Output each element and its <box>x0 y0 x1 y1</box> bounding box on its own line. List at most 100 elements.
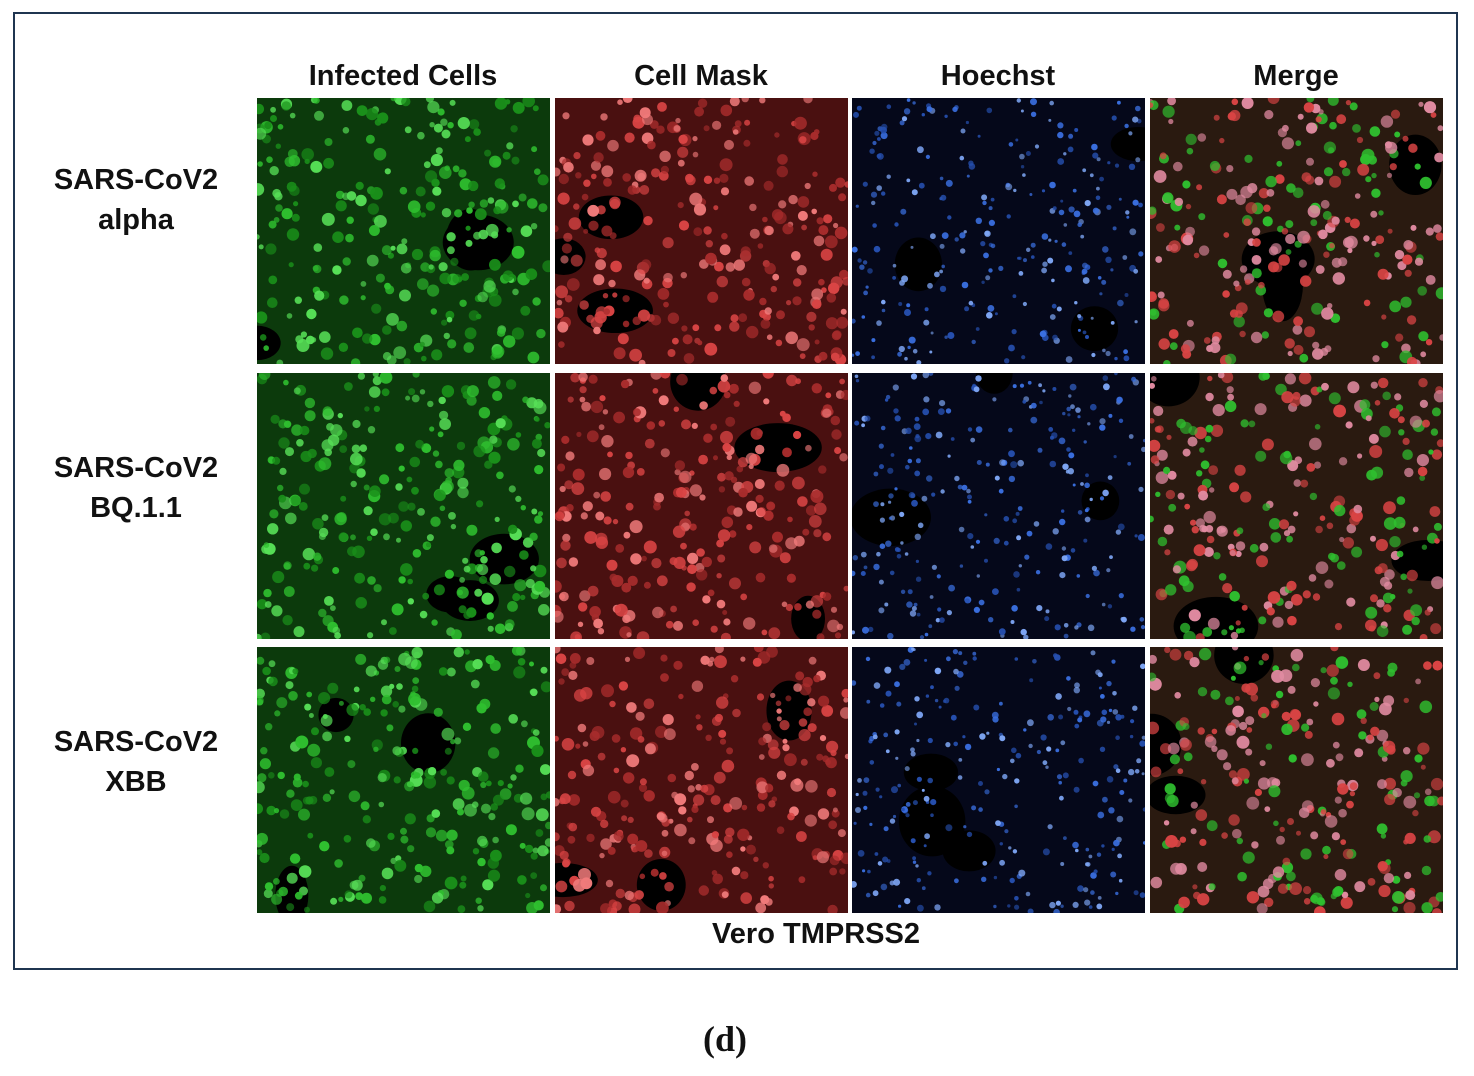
cell <box>1228 625 1234 631</box>
cell <box>1116 396 1123 404</box>
cell <box>1233 280 1240 287</box>
cell <box>444 876 458 890</box>
cell <box>1430 112 1437 118</box>
cell <box>1007 904 1011 908</box>
cell <box>487 747 500 759</box>
cell <box>673 125 681 132</box>
cell <box>711 831 719 839</box>
cell <box>1297 230 1310 244</box>
cell <box>904 309 911 316</box>
cell <box>445 840 454 849</box>
cell <box>494 178 505 189</box>
cell <box>634 890 644 900</box>
cell <box>353 686 360 693</box>
cell <box>1026 247 1031 252</box>
cell <box>1431 576 1444 590</box>
cell <box>798 718 808 727</box>
cell <box>957 484 963 490</box>
cell <box>1022 399 1027 404</box>
cell <box>1387 669 1395 677</box>
cell <box>657 102 667 112</box>
cell <box>819 735 827 742</box>
cell <box>505 379 517 390</box>
cell <box>646 421 656 430</box>
cell <box>559 591 569 602</box>
cell <box>406 476 413 483</box>
cell <box>894 729 900 735</box>
cell <box>459 881 467 889</box>
cell <box>687 564 697 575</box>
cell <box>822 592 832 601</box>
cell <box>1370 210 1378 218</box>
cell <box>461 273 469 281</box>
cell <box>662 714 674 726</box>
cell <box>343 835 352 843</box>
cell <box>808 515 822 528</box>
cell <box>556 557 567 569</box>
cell <box>939 617 945 623</box>
cell <box>1322 210 1332 220</box>
cell <box>395 483 403 491</box>
cell <box>1066 676 1071 681</box>
cell <box>1132 705 1138 711</box>
cell <box>419 610 428 619</box>
cell <box>1122 255 1128 260</box>
cell <box>1421 902 1433 914</box>
cell <box>1402 624 1413 635</box>
cell <box>520 225 533 237</box>
cell <box>903 108 911 115</box>
cell <box>1155 491 1161 497</box>
cell <box>555 880 568 893</box>
cell <box>744 176 754 186</box>
cell <box>924 658 928 662</box>
cell <box>1221 629 1228 636</box>
cell <box>263 588 272 598</box>
cell <box>255 311 268 324</box>
cell <box>884 398 889 402</box>
cell <box>1016 535 1022 541</box>
cell <box>1294 456 1303 464</box>
cell <box>714 655 727 669</box>
cell <box>458 169 467 178</box>
cell <box>954 878 959 884</box>
cell <box>680 542 687 550</box>
cell <box>733 259 745 271</box>
cell <box>1099 292 1103 296</box>
cell <box>334 859 343 868</box>
cell <box>1193 252 1200 259</box>
cell <box>988 617 994 623</box>
cell <box>802 676 813 688</box>
cell <box>1315 525 1323 534</box>
cell <box>489 435 498 444</box>
cell <box>1157 536 1168 547</box>
cell <box>1148 418 1155 424</box>
cell <box>1106 568 1111 573</box>
cell <box>861 423 865 428</box>
cell <box>1335 656 1349 669</box>
cell <box>1303 886 1312 895</box>
cell <box>597 628 605 635</box>
cell <box>1226 386 1234 394</box>
cell <box>1242 851 1255 864</box>
cell <box>1389 536 1401 548</box>
cell <box>901 275 909 283</box>
cell <box>259 758 271 770</box>
cell <box>1108 708 1113 713</box>
cell <box>677 146 689 158</box>
cell <box>582 741 589 747</box>
cell <box>799 353 806 359</box>
cell <box>1128 768 1135 776</box>
void <box>898 786 966 857</box>
cell <box>573 152 581 160</box>
cell <box>430 153 443 167</box>
cell <box>988 206 993 211</box>
cell <box>431 892 444 904</box>
cell <box>1235 628 1242 634</box>
cell <box>1286 535 1293 543</box>
cell <box>1020 165 1025 169</box>
cell <box>1363 299 1371 307</box>
cell <box>620 799 629 808</box>
cell <box>1396 550 1404 558</box>
cell <box>363 708 371 716</box>
cell <box>1326 664 1339 677</box>
